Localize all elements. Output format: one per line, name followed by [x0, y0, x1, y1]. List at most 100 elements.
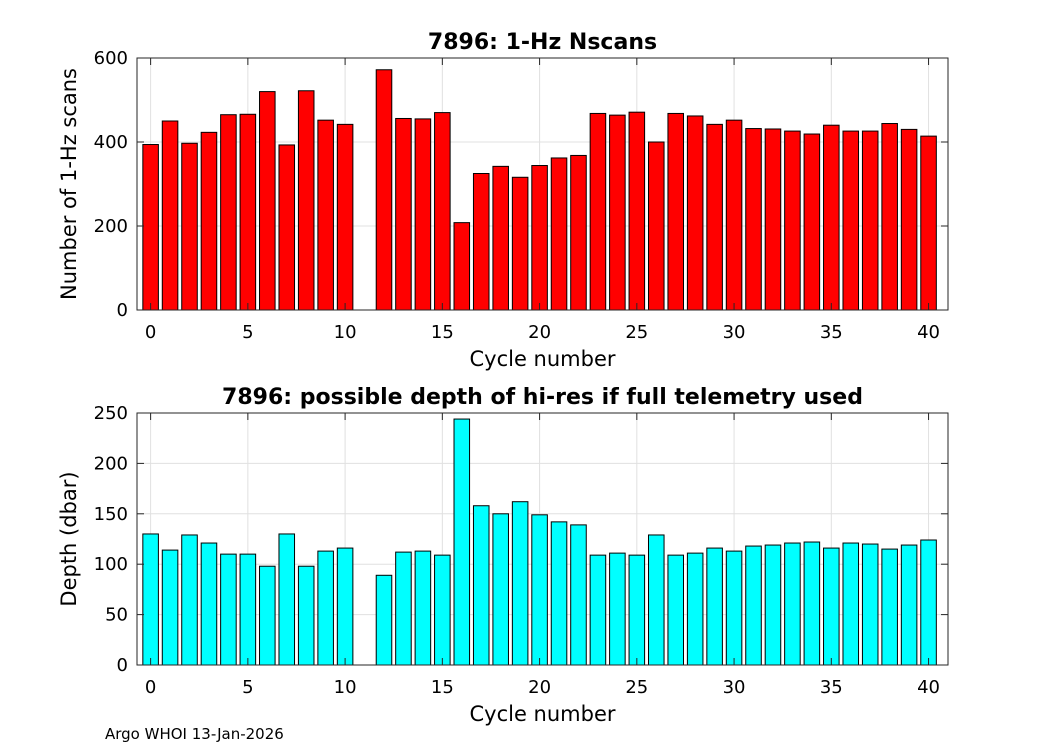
- bar: [900, 128, 918, 311]
- y-tick-label: 200: [94, 216, 128, 237]
- bar: [200, 131, 218, 311]
- y-tick-label: 400: [94, 132, 128, 153]
- bar: [531, 165, 548, 311]
- bar: [161, 120, 179, 311]
- bar: [220, 553, 237, 666]
- x-tick-label: 15: [431, 322, 454, 343]
- bar: [647, 141, 665, 311]
- bar: [297, 565, 315, 666]
- bar: [745, 128, 762, 311]
- bar: [764, 128, 782, 311]
- bar: [472, 173, 490, 311]
- y-tick-label: 50: [105, 605, 128, 626]
- bar: [920, 135, 937, 311]
- bar: [414, 118, 432, 311]
- x-tick-label: 30: [723, 322, 746, 343]
- x-axis-label: Cycle number: [469, 702, 615, 726]
- bar: [336, 547, 354, 666]
- bar: [861, 543, 879, 666]
- bar: [531, 514, 548, 666]
- y-axis-label: Depth (dbar): [57, 471, 81, 606]
- bar: [395, 117, 412, 311]
- y-axis-label: Number of 1-Hz scans: [57, 68, 81, 300]
- bar: [336, 123, 354, 311]
- bar: [823, 124, 840, 311]
- bar: [628, 111, 646, 311]
- bar: [492, 165, 509, 311]
- x-tick-label: 0: [145, 677, 156, 698]
- footer-credit: Argo WHOI 13-Jan-2026: [105, 725, 284, 743]
- bar: [842, 542, 860, 666]
- bar: [317, 119, 334, 311]
- x-tick-label: 30: [723, 677, 746, 698]
- bar: [278, 533, 296, 666]
- x-tick-label: 10: [334, 677, 357, 698]
- bar: [784, 130, 801, 311]
- bar: [570, 524, 587, 666]
- y-tick-label: 600: [94, 48, 128, 69]
- chart-title: 7896: 1-Hz Nscans: [428, 30, 657, 55]
- chart-title: 7896: possible depth of hi-res if full t…: [222, 385, 863, 410]
- bar: [725, 550, 743, 666]
- bar: [667, 112, 685, 311]
- bar: [317, 550, 334, 666]
- x-tick-label: 5: [242, 322, 253, 343]
- bar: [492, 513, 509, 666]
- bar: [220, 114, 237, 311]
- x-tick-label: 40: [917, 677, 940, 698]
- bar: [472, 505, 490, 666]
- x-tick-label: 25: [625, 322, 648, 343]
- x-tick-label: 15: [431, 677, 454, 698]
- bar: [686, 115, 704, 311]
- bar: [861, 130, 879, 311]
- bar: [375, 69, 393, 311]
- bar: [259, 565, 276, 666]
- bar: [628, 554, 646, 666]
- y-tick-label: 0: [117, 655, 128, 676]
- y-tick-label: 150: [94, 504, 128, 525]
- bar: [161, 549, 179, 666]
- bar: [297, 90, 315, 311]
- bar: [647, 534, 665, 666]
- bar: [881, 123, 898, 311]
- bar: [609, 114, 626, 311]
- bar: [900, 544, 918, 666]
- bar: [511, 176, 529, 311]
- x-tick-label: 35: [820, 322, 843, 343]
- bar: [239, 113, 257, 311]
- x-tick-label: 25: [625, 677, 648, 698]
- chart-bottom-depth: 0 5 10 15 20 25 30 35 40 0 50 100 150 200 250 7896: pos…: [57, 385, 949, 726]
- bar: [375, 574, 393, 666]
- bar: [686, 552, 704, 666]
- x-tick-label: 35: [820, 677, 843, 698]
- bar: [706, 123, 723, 311]
- y-tick-label: 200: [94, 453, 128, 474]
- bar: [434, 112, 451, 311]
- bar: [920, 539, 937, 666]
- x-tick-label: 20: [528, 322, 551, 343]
- bar: [706, 547, 723, 666]
- bar: [453, 222, 471, 311]
- bar: [434, 554, 451, 666]
- bar: [239, 553, 257, 666]
- bar: [550, 521, 568, 666]
- bar: [200, 542, 218, 666]
- bar: [803, 133, 821, 311]
- bar: [142, 533, 159, 666]
- bar: [764, 544, 782, 666]
- y-tick-label: 0: [117, 300, 128, 321]
- bar: [414, 550, 432, 666]
- bar: [881, 548, 898, 666]
- bar: [278, 144, 296, 311]
- x-tick-label: 10: [334, 322, 357, 343]
- y-tick-label: 100: [94, 554, 128, 575]
- bar: [181, 142, 198, 311]
- bar: [453, 418, 471, 666]
- bar: [550, 157, 568, 311]
- bar: [667, 554, 685, 666]
- bar: [725, 119, 743, 311]
- bar: [842, 130, 860, 311]
- bar: [589, 554, 607, 666]
- bar: [745, 545, 762, 666]
